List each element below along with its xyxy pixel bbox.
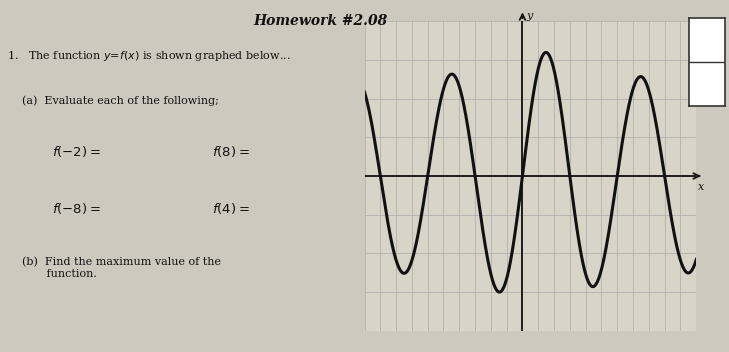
Text: 1.   The function $y\!=\!f(x)$ is shown graphed below...: 1. The function $y\!=\!f(x)$ is shown gr… [7,49,291,63]
Text: x: x [698,182,704,191]
Text: $f(-2)=$: $f(-2)=$ [52,144,101,159]
Text: $f(4)=$: $f(4)=$ [212,201,249,216]
Text: (b)  Find the maximum value of the
       function.: (b) Find the maximum value of the functi… [23,257,222,279]
Text: y: y [526,11,533,21]
Text: Homework #2.08: Homework #2.08 [254,14,388,28]
Text: $f(-8)=$: $f(-8)=$ [52,201,101,216]
Text: $f(8)=$: $f(8)=$ [212,144,249,159]
Text: (a)  Evaluate each of the following;: (a) Evaluate each of the following; [23,95,219,106]
